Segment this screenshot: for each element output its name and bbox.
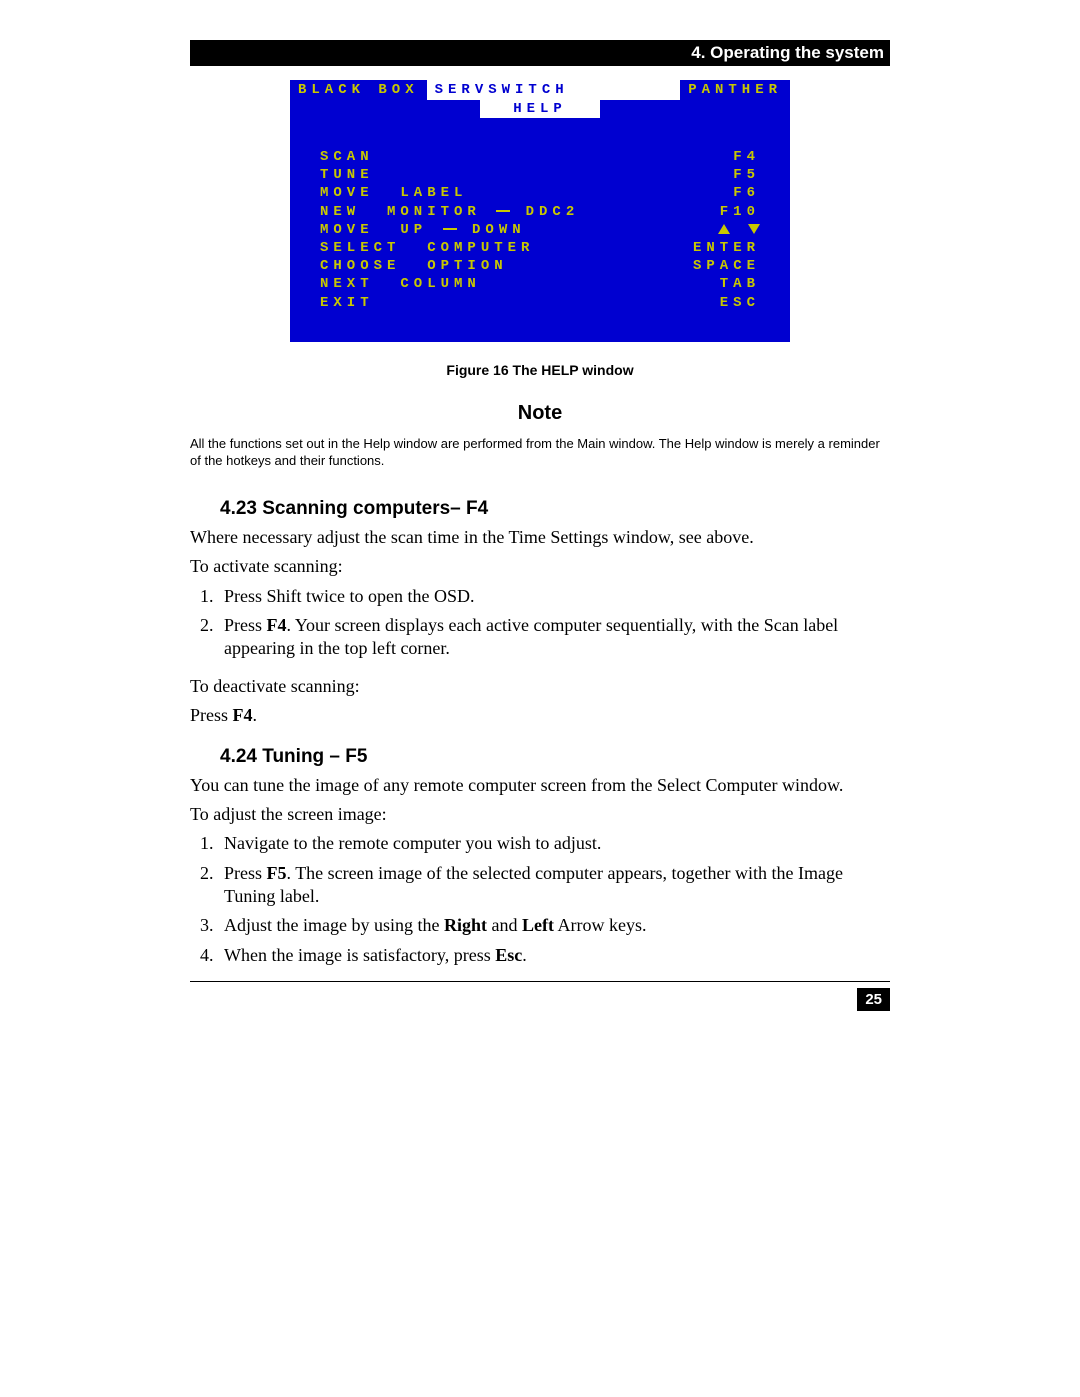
- help-row-key: TAB: [720, 275, 760, 293]
- figure-caption: Figure 16 The HELP window: [190, 362, 890, 378]
- deactivate-text: Press F4.: [190, 704, 890, 727]
- adjust-steps-list: Navigate to the remote computer you wish…: [190, 832, 890, 967]
- list-item: When the image is satisfactory, press Es…: [218, 944, 890, 967]
- note-body: All the functions set out in the Help wi…: [190, 435, 890, 470]
- footer-rule: [190, 981, 890, 982]
- help-row-label: NEXT COLUMN: [320, 275, 481, 293]
- help-row: EXIT ESC: [320, 294, 760, 312]
- help-row-key: ESC: [720, 294, 760, 312]
- dash-icon: [443, 228, 457, 230]
- list-item: Adjust the image by using the Right and …: [218, 914, 890, 937]
- help-title-left: BLACK BOX: [290, 80, 427, 100]
- help-row: SCAN F4: [320, 148, 760, 166]
- bold-text: F4: [233, 705, 253, 725]
- help-body: SCANF4TUNEF5MOVE LABELF6NEW MONITOR DDC2…: [290, 118, 790, 318]
- help-row-label: EXIT: [320, 294, 374, 312]
- help-row: CHOOSE OPTION SPACE: [320, 257, 760, 275]
- list-item: Press F4. Your screen displays each acti…: [218, 614, 890, 661]
- bold-text: F4: [267, 615, 287, 635]
- document-page: 4. Operating the system BLACK BOX SERVSW…: [190, 40, 890, 1011]
- activate-label: To activate scanning:: [190, 555, 890, 578]
- help-row-label: MOVE LABEL: [320, 184, 467, 202]
- help-window-figure: BLACK BOX SERVSWITCH PANTHER HELP SCAN F4…: [290, 80, 790, 342]
- help-row-label: NEW MONITOR DDC2: [320, 203, 579, 221]
- help-row-key: SPACE: [693, 257, 760, 275]
- help-row-label: MOVE UP DOWN: [320, 221, 526, 239]
- bold-text: Right: [444, 915, 487, 935]
- help-title-right: PANTHER: [680, 80, 790, 100]
- help-row: TUNE F5: [320, 166, 760, 184]
- help-title-row: BLACK BOX SERVSWITCH PANTHER: [290, 80, 790, 100]
- arrow-up-icon: [718, 224, 730, 234]
- dash-icon: [496, 210, 510, 212]
- help-row: SELECT COMPUTER ENTER: [320, 239, 760, 257]
- note-heading: Note: [190, 402, 890, 425]
- help-row-label: TUNE: [320, 166, 374, 184]
- help-row: NEW MONITOR DDC2 F10: [320, 203, 760, 221]
- section-4-23-intro: Where necessary adjust the scan time in …: [190, 526, 890, 549]
- help-title-mid: SERVSWITCH: [427, 80, 681, 100]
- help-subtitle-wrap: HELP: [290, 100, 790, 118]
- help-row-label: SCAN: [320, 148, 374, 166]
- arrow-down-icon: [748, 224, 760, 234]
- help-row-key: [718, 221, 760, 239]
- help-row-key: ENTER: [693, 239, 760, 257]
- help-row-key: F10: [720, 203, 760, 221]
- activate-steps-list: Press Shift twice to open the OSD. Press…: [190, 585, 890, 661]
- help-subtitle: HELP: [480, 100, 600, 118]
- help-row: MOVE LABEL F6: [320, 184, 760, 202]
- list-item: Press F5. The screen image of the select…: [218, 862, 890, 909]
- help-row: MOVE UP DOWN: [320, 221, 760, 239]
- help-row-key: F5: [733, 166, 760, 184]
- bold-text: F5: [267, 863, 287, 883]
- bold-text: Left: [522, 915, 554, 935]
- help-row: NEXT COLUMN TAB: [320, 275, 760, 293]
- section-4-24-intro: You can tune the image of any remote com…: [190, 774, 890, 797]
- deactivate-label: To deactivate scanning:: [190, 675, 890, 698]
- chapter-header: 4. Operating the system: [190, 40, 890, 66]
- adjust-label: To adjust the screen image:: [190, 803, 890, 826]
- list-item: Press Shift twice to open the OSD.: [218, 585, 890, 608]
- section-4-23-heading: 4.23 Scanning computers– F4: [220, 498, 890, 520]
- list-item: Navigate to the remote computer you wish…: [218, 832, 890, 855]
- bold-text: Esc: [495, 945, 522, 965]
- section-4-24-heading: 4.24 Tuning – F5: [220, 746, 890, 768]
- help-row-label: CHOOSE OPTION: [320, 257, 508, 275]
- help-row-label: SELECT COMPUTER: [320, 239, 534, 257]
- page-number: 25: [857, 988, 890, 1011]
- help-row-key: F6: [733, 184, 760, 202]
- help-row-key: F4: [733, 148, 760, 166]
